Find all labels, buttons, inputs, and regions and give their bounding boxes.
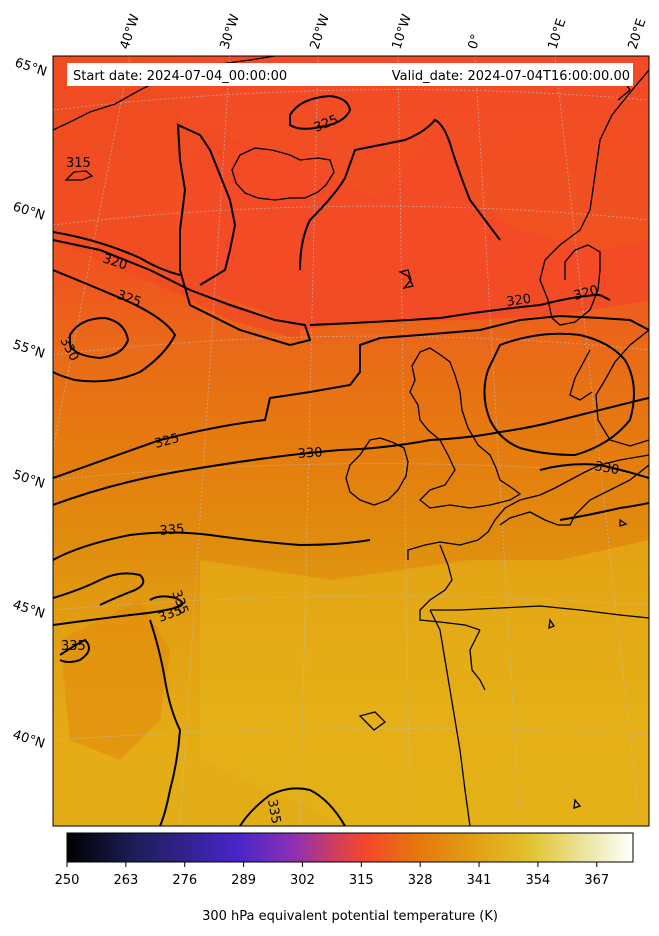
- longitude-label: 30°W: [218, 12, 243, 51]
- colorbar-tick-label: 328: [408, 873, 433, 888]
- colorbar-tick-label: 263: [113, 873, 138, 888]
- colorbar-tick-label: 276: [172, 873, 197, 888]
- contour-label-335-south: 335: [264, 798, 283, 825]
- contour-label-335-d: 335: [61, 639, 86, 654]
- contour-label-315: 315: [66, 156, 91, 171]
- warm-red-region: [53, 56, 649, 330]
- warm-red-west: [53, 56, 300, 340]
- map-frame: [52, 55, 650, 827]
- longitude-label: 20°E: [626, 17, 650, 51]
- contour-label-320-norway: 320: [572, 283, 600, 304]
- latitude-label: 45°N: [11, 598, 47, 622]
- longitude-label: 20°W: [308, 12, 333, 51]
- start-date-label: Start date: 2024-07-04_00:00:00: [73, 69, 287, 84]
- date-header-box: [67, 63, 633, 86]
- contour-label-330-mid: 330: [297, 445, 323, 462]
- latitude-label: 65°N: [13, 56, 49, 80]
- contour-label-325-mid: 325: [153, 431, 181, 452]
- longitude-labels: 40°W 30°W 20°W 10°W 0° 10°E 20°E: [118, 12, 650, 51]
- latitude-label: 50°N: [11, 468, 47, 492]
- colorbar-tick-label: 289: [231, 873, 256, 888]
- contour-lines: [53, 94, 649, 826]
- longitude-label: 10°E: [546, 17, 570, 51]
- latitude-label: 40°N: [11, 728, 47, 752]
- colorbar-tick-label: 315: [349, 873, 374, 888]
- colorbar-tick-label: 354: [525, 873, 550, 888]
- contour-label-330-east: 330: [593, 459, 620, 478]
- colorbar-tick-label: 367: [584, 873, 609, 888]
- contour-label-320-east: 320: [505, 292, 532, 310]
- graticule: [53, 56, 649, 826]
- colorbar-tick-label: 341: [467, 873, 492, 888]
- latitude-label: 55°N: [11, 338, 47, 362]
- orange-cell-west: [60, 600, 170, 760]
- longitude-label: 0°: [466, 33, 485, 52]
- latitude-labels: 65°N 60°N 55°N 50°N 45°N 40°N: [11, 56, 49, 752]
- latitude-label: 60°N: [11, 200, 47, 224]
- yellow-region: [200, 540, 649, 826]
- colorbar-tick-label: 302: [290, 873, 315, 888]
- colorbar: 250 263 276 289 302 315 328 341 354 367 300 hPa e…: [55, 832, 634, 924]
- longitude-label: 10°W: [390, 12, 415, 51]
- contour-label-320-west: 320: [101, 252, 129, 274]
- longitude-label: 40°W: [118, 12, 143, 51]
- valid-date-label: Valid_date: 2024-07-04T16:00:00.00: [392, 69, 630, 84]
- contour-label-335-a: 335: [159, 522, 185, 539]
- colorbar-tick-label: 250: [55, 873, 80, 888]
- colorbar-label: 300 hPa equivalent potential temperature…: [202, 909, 498, 924]
- colorbar-gradient: [66, 832, 634, 863]
- colorbar-ticks: 250 263 276 289 302 315 328 341 354 367: [55, 862, 609, 888]
